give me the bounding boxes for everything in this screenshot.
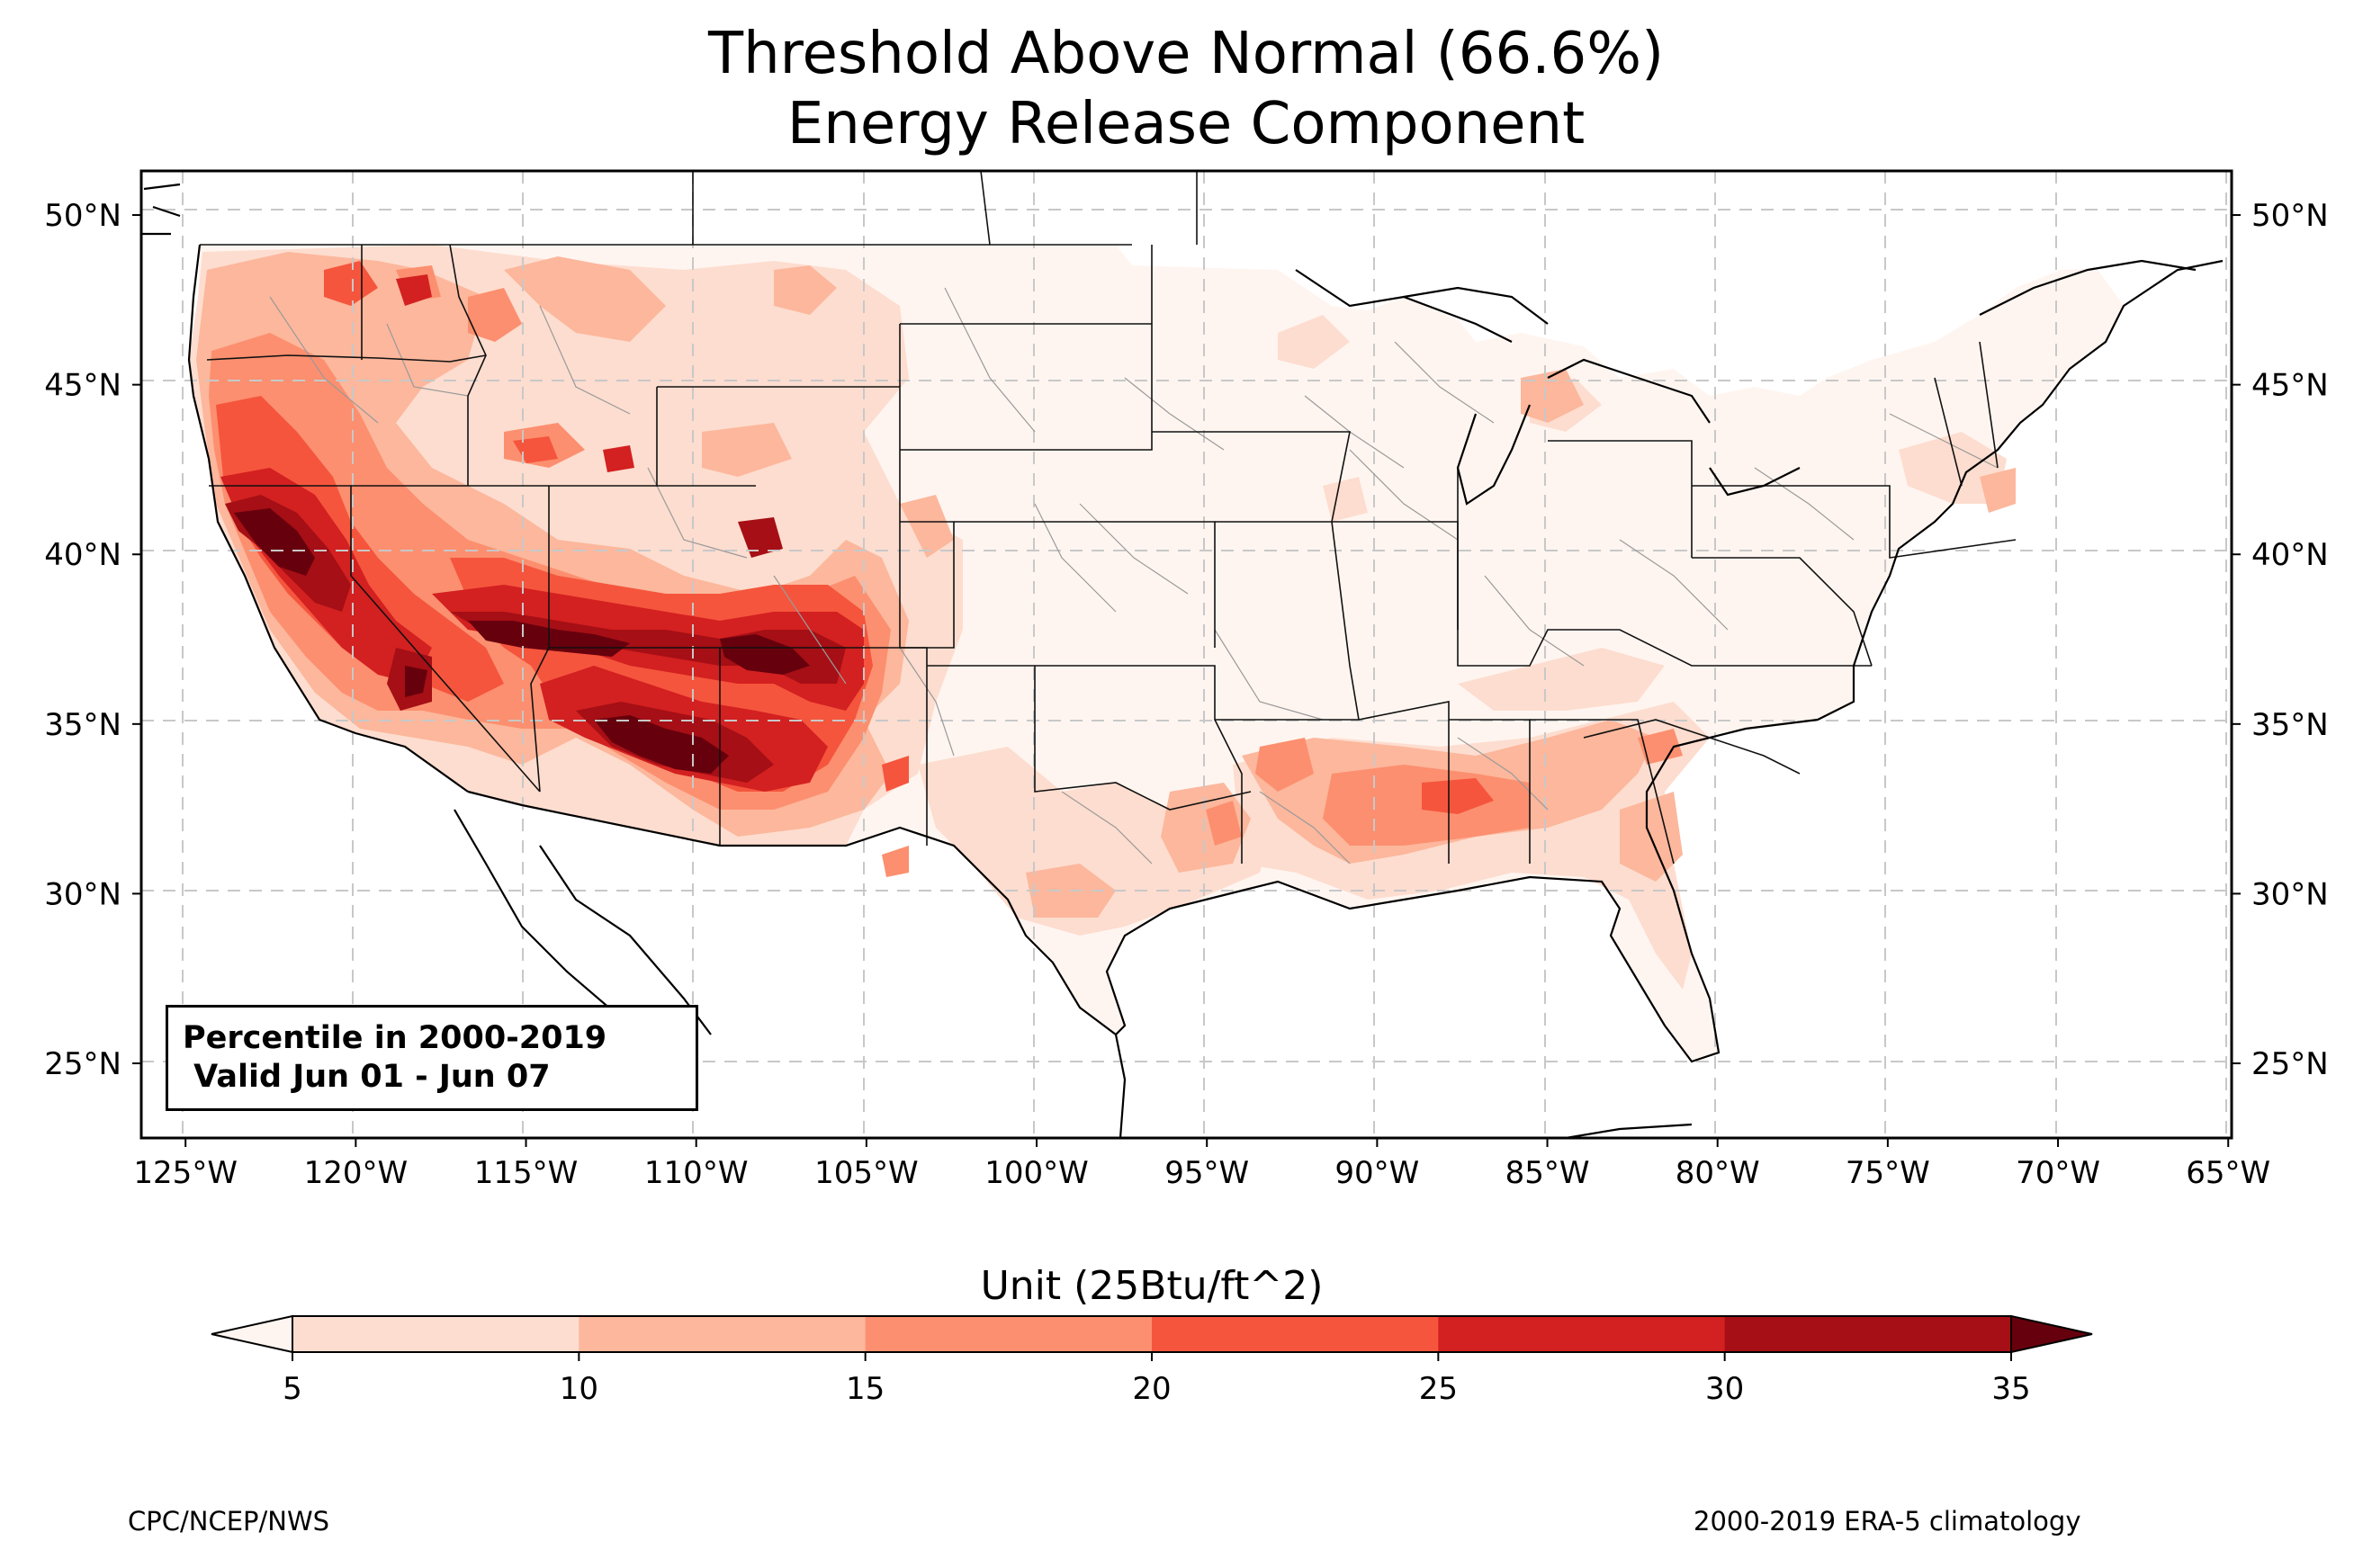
lat-tick-label-left: 35°N: [44, 707, 121, 743]
axis-ticks: [132, 214, 2241, 1147]
axis-labels: 125°W 120°W 115°W 110°W 105°W 100°W 95°W 90°W 85…: [44, 198, 2328, 1191]
lon-tick-label: 105°W: [814, 1155, 919, 1191]
map-frame: [139, 169, 2233, 1140]
lon-tick-label: 100°W: [984, 1155, 1089, 1191]
lon-tick-label: 90°W: [1334, 1155, 1419, 1191]
colorbar-segment: [865, 1316, 1153, 1352]
lon-tick-label: 75°W: [1846, 1155, 1930, 1191]
lon-tick-label: 80°W: [1676, 1155, 1760, 1191]
colorbar-tick-label: 30: [1705, 1371, 1744, 1407]
colorbar-tick-label: 25: [1419, 1371, 1458, 1407]
colorbar-extend-low: [211, 1314, 293, 1354]
colorbar-tick-label: 5: [283, 1371, 302, 1407]
lon-tick-label: 70°W: [2016, 1155, 2100, 1191]
info-box: Percentile in 2000-2019 Valid Jun 01 - J…: [166, 1005, 698, 1111]
footer-climatology: 2000-2019 ERA-5 climatology: [1694, 1506, 2081, 1537]
colorbar-segment: [1152, 1316, 1439, 1352]
state-boundaries: [200, 171, 2017, 865]
lat-tick-label-right: 45°N: [2251, 368, 2329, 404]
lon-tick-label: 85°W: [1505, 1155, 1590, 1191]
info-line2: Valid Jun 01 - Jun 07: [183, 1059, 551, 1095]
lat-tick-label-left: 25°N: [44, 1046, 121, 1082]
colorbar-tick-label: 10: [560, 1371, 598, 1407]
lat-tick-label-left: 45°N: [44, 368, 121, 404]
lat-tick-label-right: 50°N: [2251, 198, 2329, 234]
lon-tick-label: 115°W: [474, 1155, 579, 1191]
lat-tick-label-left: 30°N: [44, 876, 121, 912]
lat-tick-label-right: 30°N: [2251, 876, 2329, 912]
lat-tick-label-right: 40°N: [2251, 537, 2329, 573]
colorbar-segment: [1438, 1316, 1726, 1352]
chart-title-line2: Energy Release Component: [786, 91, 1586, 157]
colorbar-segment: [292, 1316, 580, 1352]
colorbar-tick-label: 35: [1991, 1371, 2030, 1407]
lon-tick-label: 65°W: [2186, 1155, 2270, 1191]
lat-tick-label-left: 50°N: [44, 198, 121, 234]
colorbar: 5 10 15 20 25 30 35: [211, 1314, 2093, 1407]
lat-tick-label-left: 40°N: [44, 537, 121, 573]
lon-tick-label: 95°W: [1164, 1155, 1249, 1191]
footer-source: CPC/NCEP/NWS: [128, 1506, 330, 1537]
colorbar-extend-high: [2010, 1314, 2093, 1354]
county-boundaries: [269, 287, 1999, 865]
colorbar-tick-label: 20: [1132, 1371, 1171, 1407]
lat-tick-label-right: 25°N: [2251, 1046, 2329, 1082]
colorbar-tick-label: 15: [846, 1371, 885, 1407]
colorbar-title: Unit (25Btu/ft^2): [980, 1263, 1324, 1309]
lat-tick-label-right: 35°N: [2251, 707, 2329, 743]
chart-title-line1: Threshold Above Normal (66.6%): [707, 21, 1665, 87]
colorbar-segment: [579, 1316, 867, 1352]
lon-tick-label: 125°W: [133, 1155, 238, 1191]
lon-tick-label: 120°W: [304, 1155, 409, 1191]
info-line1: Percentile in 2000-2019: [183, 1020, 607, 1056]
lon-tick-label: 110°W: [644, 1155, 749, 1191]
colorbar-segment: [1724, 1316, 2012, 1352]
